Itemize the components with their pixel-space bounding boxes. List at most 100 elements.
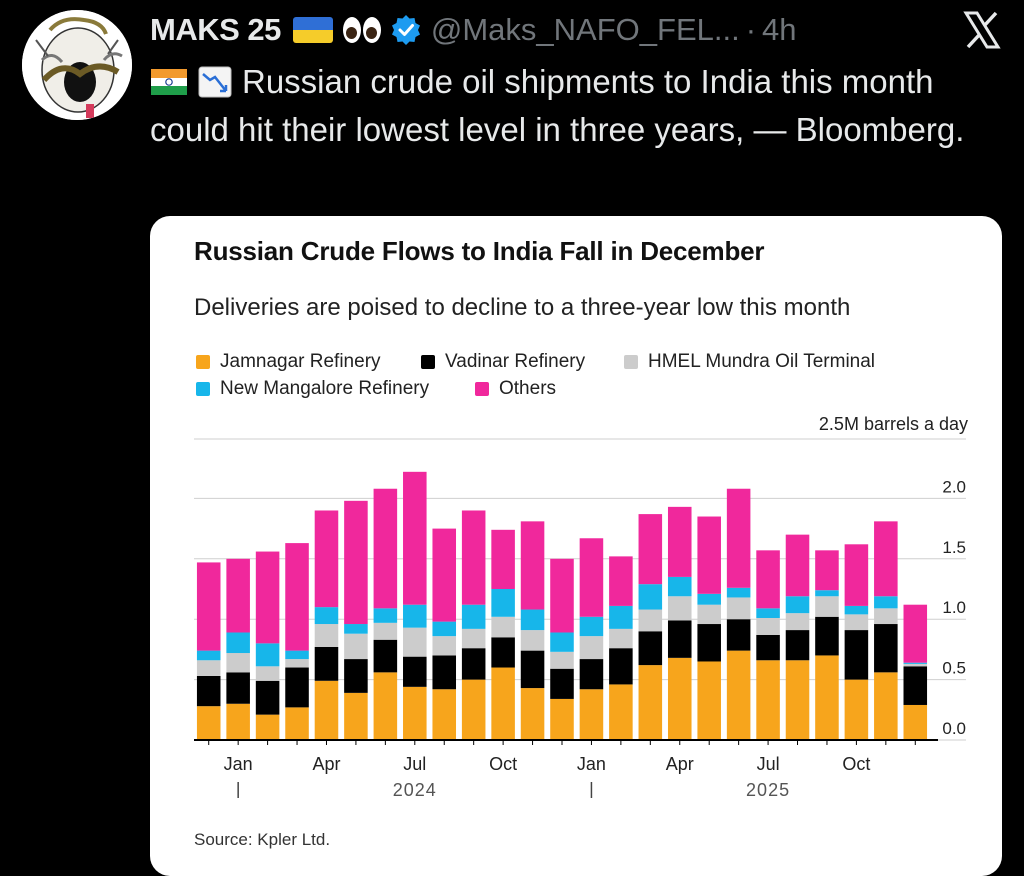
bar-vadinar [403, 656, 427, 687]
bar-mangalore [726, 587, 751, 598]
bar-others [844, 544, 869, 606]
bar-jamnagar [609, 684, 633, 740]
legend-label-others: Others [499, 378, 557, 399]
bar-mangalore [844, 605, 869, 615]
legend-item-hmel: HMEL Mundra Oil Terminal [624, 351, 875, 373]
bar-jamnagar [726, 650, 751, 740]
author-handle[interactable]: @Maks_NAFO_FEL... [430, 12, 740, 47]
bar-others [756, 550, 780, 609]
x-tick-label: Apr [666, 754, 694, 774]
bar-vadinar [609, 648, 633, 685]
bar-mangalore [756, 608, 780, 618]
y-tick-label: 1.0 [942, 598, 966, 617]
bar-others [785, 534, 810, 597]
bar-mangalore [903, 662, 928, 664]
bar-hmel [638, 609, 663, 632]
bar-mangalore [874, 596, 898, 609]
bar-jamnagar [697, 661, 721, 740]
x-logo-icon[interactable] [962, 10, 1002, 50]
legend-item-others: Others [475, 378, 556, 400]
chart-source: Source: Kpler Ltd. [194, 830, 331, 849]
bar-vadinar [844, 630, 869, 680]
bar-jamnagar [550, 698, 574, 740]
bar-jamnagar [520, 688, 545, 740]
bar-jamnagar [491, 667, 515, 740]
legend-item-jamnagar: Jamnagar Refinery [196, 351, 381, 373]
bar-vadinar [226, 672, 250, 704]
x-tick-label: Jul [403, 754, 426, 774]
verified-badge-icon[interactable] [391, 15, 421, 45]
bar-jamnagar [785, 660, 810, 740]
x-tick-label: Apr [312, 754, 340, 774]
bar-jamnagar [432, 689, 457, 740]
bar-others [285, 543, 309, 651]
bar-jamnagar [638, 665, 663, 740]
chart-decreasing-icon [198, 66, 232, 98]
bar-vadinar [285, 667, 309, 708]
bar-vadinar [550, 668, 574, 699]
bar-others [196, 562, 221, 651]
author-name[interactable]: MAKS 25 [150, 12, 281, 47]
bar-others [697, 516, 721, 594]
bar-hmel [196, 660, 221, 676]
chart-unit-label: 2.5M barrels a day [818, 414, 968, 434]
bar-others [815, 550, 839, 591]
bar-mangalore [461, 604, 486, 629]
bar-hmel [550, 651, 574, 669]
bar-others [461, 510, 486, 605]
bar-jamnagar [255, 714, 280, 740]
y-tick-label: 2.0 [942, 477, 966, 496]
bar-hmel [844, 614, 869, 631]
bar-jamnagar [285, 707, 309, 740]
bar-jamnagar [373, 672, 398, 740]
bar-vadinar [461, 648, 486, 680]
bar-vadinar [726, 619, 751, 651]
bar-others [638, 514, 663, 585]
stacked-bar-chart: 0.0 0.5 1.0 1.5 2.0 Jan Apr Jul Oct Jan Apr Jul Oct 2… [194, 438, 966, 800]
bar-mangalore [550, 632, 574, 652]
legend-label-hmel: HMEL Mundra Oil Terminal [648, 351, 876, 372]
bar-mangalore [226, 632, 250, 654]
y-tick-label: 0.0 [942, 719, 966, 738]
chart-card[interactable]: Russian Crude Flows to India Fall in Dec… [150, 216, 1002, 876]
bar-hmel [314, 624, 339, 647]
bar-others [579, 538, 604, 617]
bar-hmel [756, 617, 780, 635]
bar-jamnagar [815, 655, 839, 740]
x-tick-label: Jan [224, 754, 253, 774]
tweet-body: Russian crude oil shipments to India thi… [150, 58, 1010, 154]
bar-jamnagar [226, 703, 250, 740]
bar-others [903, 604, 928, 663]
y-tick-label: 1.5 [942, 538, 966, 557]
bar-hmel [403, 627, 427, 657]
bar-mangalore [520, 609, 545, 631]
bar-others [667, 506, 692, 577]
bar-vadinar [255, 680, 280, 715]
bar-hmel [285, 659, 309, 668]
bar-others [609, 556, 633, 606]
legend-label-mangalore: New Mangalore Refinery [220, 378, 430, 399]
avatar[interactable] [22, 10, 132, 120]
bar-hmel [726, 597, 751, 620]
bar-hmel [373, 622, 398, 640]
x-tick-label: Oct [489, 754, 517, 774]
bar-vadinar [667, 620, 692, 658]
bar-hmel [903, 663, 928, 667]
legend-swatch-mangalore [196, 382, 210, 396]
legend-item-vadinar: Vadinar Refinery [421, 351, 585, 373]
x-tick-label: Oct [842, 754, 870, 774]
tweet-time[interactable]: 4h [762, 12, 797, 47]
bar-vadinar [579, 659, 604, 690]
legend-swatch-jamnagar [196, 355, 210, 369]
bar-hmel [667, 596, 692, 621]
bar-hmel [344, 633, 368, 660]
bar-others [373, 488, 398, 609]
bar-vadinar [432, 655, 457, 690]
bar-jamnagar [844, 679, 869, 740]
bar-mangalore [638, 584, 663, 610]
bar-mangalore [579, 616, 604, 637]
bar-mangalore [697, 593, 721, 605]
bar-vadinar [638, 631, 663, 666]
bar-others [550, 558, 574, 633]
bar-hmel [255, 666, 280, 681]
